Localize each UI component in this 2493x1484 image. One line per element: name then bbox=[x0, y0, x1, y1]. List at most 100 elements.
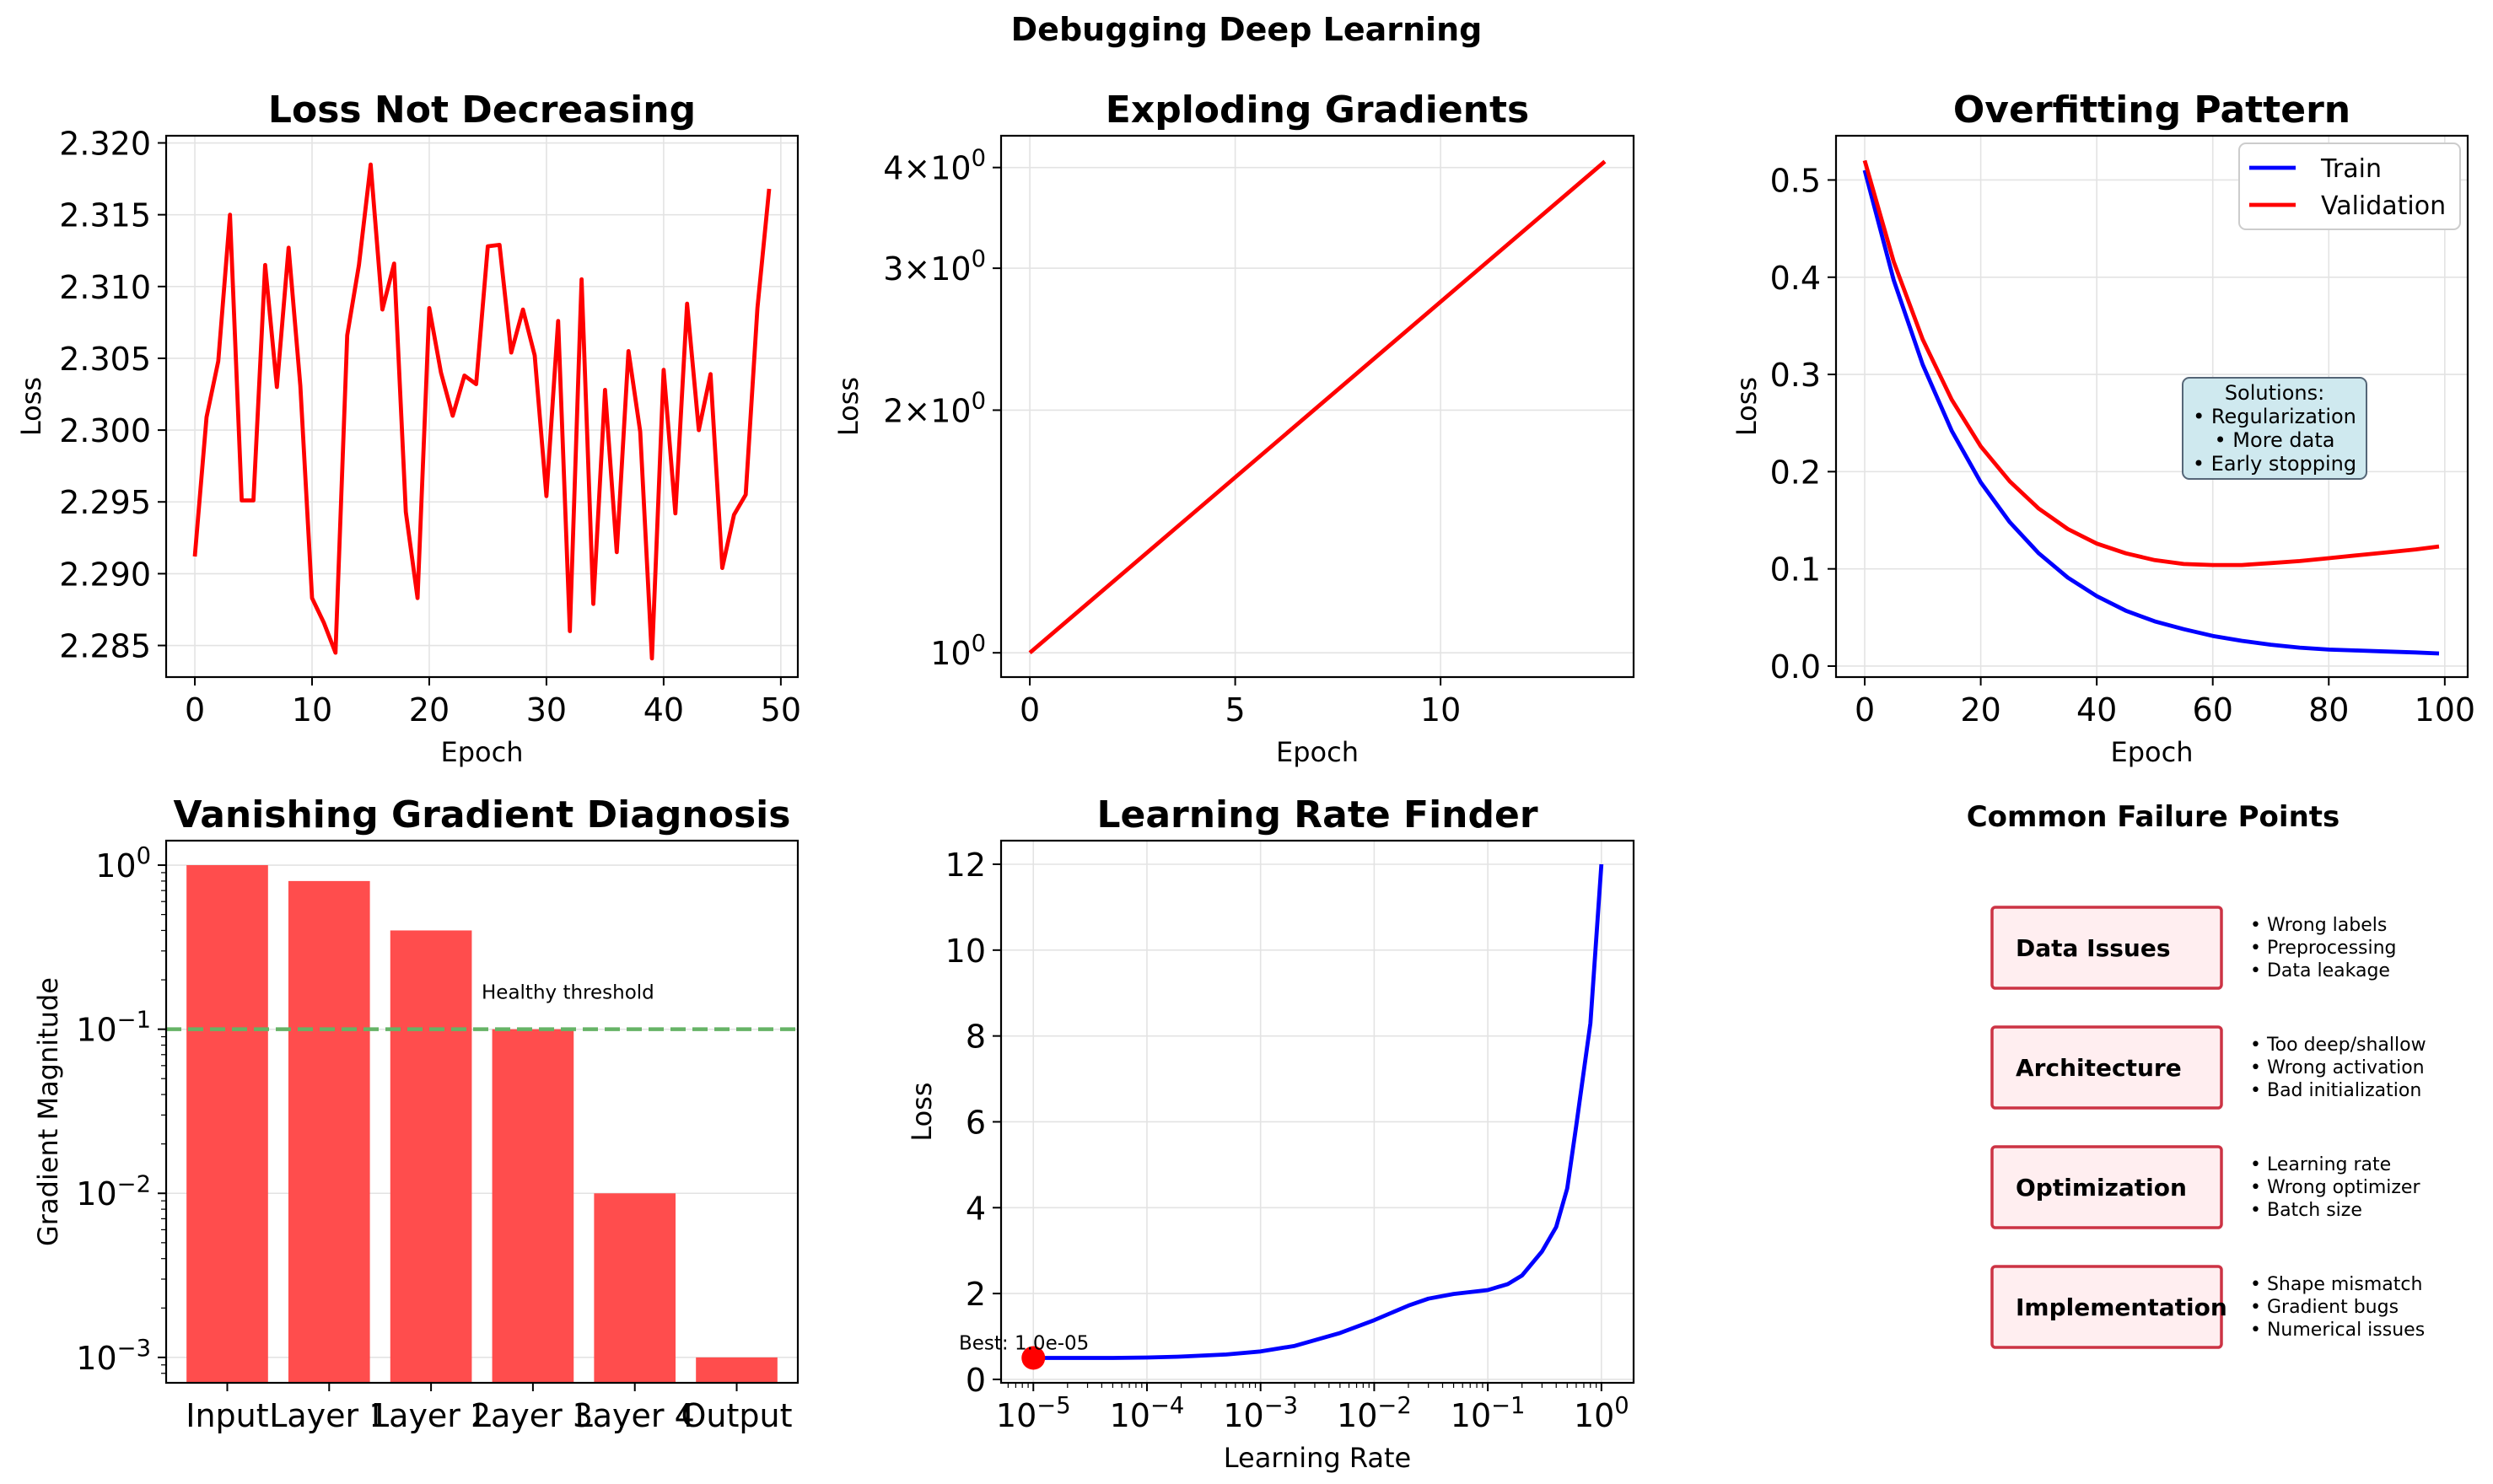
y-tick-label: 3×100 bbox=[883, 246, 986, 288]
legend-box bbox=[2238, 142, 2461, 230]
bar-layer-4 bbox=[594, 1193, 676, 1383]
failure-item-note: • Wrong activation bbox=[2250, 1057, 2425, 1078]
failure-item-box bbox=[1990, 906, 2223, 990]
y-tick-label: 0.1 bbox=[1770, 551, 1821, 589]
failure-item-label: Architecture bbox=[2016, 1054, 2182, 1082]
y-tick-label: 2×100 bbox=[883, 388, 986, 429]
chart-loss-plateau: 0 10 20 30 40 50 2.285 2.290 2.295 2.300 2.305 2.31… bbox=[15, 89, 801, 768]
x-tick-label: 40 bbox=[2076, 691, 2117, 729]
failure-panel-title: Common Failure Points bbox=[1967, 800, 2340, 834]
y-tick-label: 4×100 bbox=[883, 146, 986, 187]
x-axis-label: Epoch bbox=[1276, 736, 1359, 768]
solutions-note-line: • More data bbox=[2215, 428, 2335, 452]
y-tick-label: 10 bbox=[945, 933, 986, 970]
y-axis-label: Gradient Magnitude bbox=[32, 977, 64, 1246]
figure-suptitle: Debugging Deep Learning bbox=[1011, 11, 1483, 48]
x-tick-label: 0 bbox=[1855, 691, 1875, 729]
y-tick-label: 6 bbox=[966, 1104, 986, 1141]
failure-item: Data Issues • Wrong labels• Preprocessing… bbox=[1990, 906, 2397, 990]
failure-item-label: Optimization bbox=[2016, 1174, 2187, 1202]
solutions-note-line: Solutions: bbox=[2225, 381, 2324, 405]
x-tick-label: Input bbox=[186, 1397, 268, 1434]
y-tick-label: 2.285 bbox=[59, 628, 151, 665]
failure-item-note: • Shape mismatch bbox=[2250, 1274, 2422, 1295]
y-tick-label: 2.305 bbox=[59, 341, 151, 378]
chart-title: Exploding Gradients bbox=[1106, 89, 1529, 132]
x-tick-label: 20 bbox=[1960, 691, 2000, 729]
axes-frame bbox=[1834, 134, 2469, 679]
y-tick-label: 12 bbox=[945, 847, 986, 884]
series-line-0 bbox=[192, 162, 772, 661]
solutions-note-box bbox=[2182, 377, 2367, 480]
x-tick-label: 10−5 bbox=[996, 1393, 1071, 1434]
x-tick-label: 50 bbox=[761, 691, 801, 729]
failure-item-note: • Numerical issues bbox=[2250, 1320, 2425, 1341]
y-tick-label: 4 bbox=[966, 1190, 986, 1227]
chart-exploding-gradients: 0 5 10 100 2×100 3×100 4×100 Exploding Gradient… bbox=[832, 89, 1635, 768]
x-axis-label: Learning Rate bbox=[1224, 1442, 1411, 1474]
y-axis-label: Loss bbox=[1731, 377, 1763, 436]
x-tick-label: 10 bbox=[292, 691, 332, 729]
y-tick-label: 10−1 bbox=[76, 1008, 151, 1049]
y-tick-label: 2.310 bbox=[59, 269, 151, 306]
y-tick-label: 0.5 bbox=[1770, 162, 1821, 199]
y-tick-label: 2.295 bbox=[59, 484, 151, 521]
x-tick-label: 100 bbox=[2415, 691, 2476, 729]
x-tick-label: Layer 3 bbox=[473, 1397, 593, 1434]
x-tick-label: Layer 4 bbox=[575, 1397, 695, 1434]
x-axis-label: Epoch bbox=[441, 736, 524, 768]
x-tick-label: 80 bbox=[2308, 691, 2349, 729]
x-tick-label: 10−4 bbox=[1110, 1393, 1185, 1434]
solutions-note-line: • Early stopping bbox=[2193, 452, 2356, 476]
axes-frame bbox=[164, 134, 800, 679]
x-tick-label: 20 bbox=[409, 691, 450, 729]
bar-layer-1 bbox=[288, 880, 370, 1383]
x-tick-label: 40 bbox=[643, 691, 684, 729]
failure-item-note: • Wrong labels bbox=[2250, 915, 2387, 936]
failure-item-note: • Gradient bugs bbox=[2250, 1297, 2399, 1318]
failure-item: Implementation • Shape mismatch• Gradient… bbox=[1990, 1265, 2425, 1349]
failure-item-note: • Wrong optimizer bbox=[2250, 1177, 2420, 1198]
legend-label-train: Train bbox=[2320, 154, 2382, 184]
axes-frame bbox=[999, 134, 1635, 679]
y-tick-label: 2.300 bbox=[59, 412, 151, 449]
bar-layer-2 bbox=[390, 930, 472, 1383]
failure-item-box bbox=[1990, 1025, 2223, 1110]
y-tick-label: 100 bbox=[930, 631, 986, 672]
y-tick-label: 2.315 bbox=[59, 197, 151, 234]
chart-title: Overfitting Pattern bbox=[1953, 89, 2350, 132]
y-tick-label: 8 bbox=[966, 1019, 986, 1056]
chart-lr-finder: Best: 1.0e-05 10−5 10−4 10−3 10−2 10−1 100 0 2 4 6… bbox=[906, 793, 1635, 1474]
y-tick-label: 0.4 bbox=[1770, 260, 1821, 297]
y-tick-label: 0.3 bbox=[1770, 357, 1821, 394]
bar-output bbox=[696, 1357, 778, 1383]
x-tick-label: Layer 1 bbox=[269, 1397, 389, 1434]
x-tick-label: 10−2 bbox=[1337, 1393, 1412, 1434]
y-axis-label: Loss bbox=[832, 377, 864, 436]
y-tick-label: 0.0 bbox=[1770, 648, 1821, 686]
y-axis-label: Loss bbox=[15, 377, 47, 436]
x-tick-label: 10−3 bbox=[1223, 1393, 1298, 1434]
best-point-marker bbox=[1021, 1346, 1046, 1370]
threshold-label: Healthy threshold bbox=[482, 982, 654, 1004]
x-tick-label: 0 bbox=[185, 691, 205, 729]
x-tick-label: 10 bbox=[1420, 691, 1461, 729]
y-tick-label: 2.320 bbox=[59, 126, 151, 163]
axes-frame bbox=[999, 839, 1635, 1385]
y-tick-label: 10−2 bbox=[76, 1171, 151, 1212]
x-tick-label: 5 bbox=[1225, 691, 1246, 729]
failure-item: Architecture • Too deep/shallow• Wrong ac… bbox=[1990, 1025, 2426, 1110]
axes-frame bbox=[164, 839, 800, 1385]
failure-points-panel: Common Failure Points Data Issues • Wrong… bbox=[1967, 800, 2426, 1349]
failure-item: Optimization • Learning rate• Wrong optim… bbox=[1990, 1145, 2420, 1229]
y-tick-label: 100 bbox=[95, 843, 151, 884]
failure-item-label: Data Issues bbox=[2016, 934, 2171, 962]
x-tick-label: 100 bbox=[1574, 1393, 1629, 1434]
y-axis-label: Loss bbox=[906, 1082, 938, 1141]
x-tick-label: Layer 2 bbox=[371, 1397, 491, 1434]
y-tick-label: 0.2 bbox=[1770, 454, 1821, 491]
failure-item-note: • Learning rate bbox=[2250, 1154, 2391, 1175]
failure-item-note: • Batch size bbox=[2250, 1200, 2362, 1221]
